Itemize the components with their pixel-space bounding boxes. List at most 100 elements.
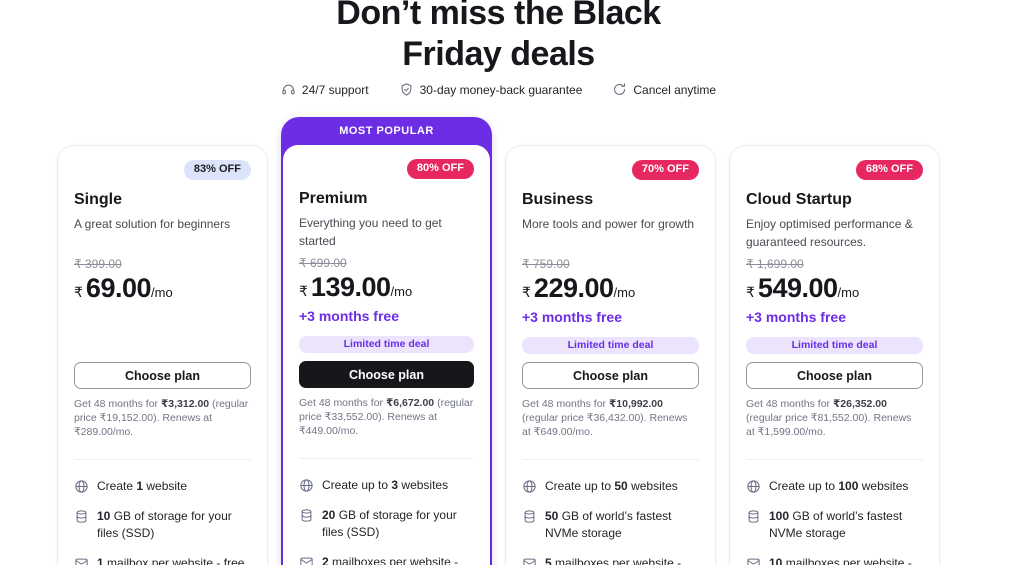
feature-list: Create up to 3 websites 20 GB of storage… <box>299 477 474 565</box>
bonus-months: +3 months free <box>299 308 399 324</box>
choose-plan-button[interactable]: Choose plan <box>522 362 699 389</box>
choose-plan-button[interactable]: Choose plan <box>299 361 474 388</box>
divider <box>746 459 923 460</box>
title-line-2: Friday deals <box>402 35 595 73</box>
price-period: /mo <box>151 285 173 300</box>
plan-price: ₹ 229.00 /mo <box>522 273 699 304</box>
perks-row: 24/7 support 30-day money-back guarantee… <box>57 82 940 97</box>
limited-time-deal-pill: Limited time deal <box>522 337 699 354</box>
old-price: ₹ 399.00 <box>74 257 122 271</box>
feature-text: Create 1 website <box>97 479 188 493</box>
perk-label: 30-day money-back guarantee <box>419 82 583 97</box>
feature-text: Create up to 3 websites <box>322 478 449 492</box>
feature-list: Create up to 50 websites 50 GB of world’… <box>522 478 699 565</box>
price-amount: 229.00 <box>533 273 614 303</box>
plan-card: 83% OFF Single A great solution for begi… <box>57 145 268 565</box>
currency-symbol: ₹ <box>522 284 531 300</box>
divider <box>74 459 251 460</box>
currency-symbol: ₹ <box>746 284 755 300</box>
divider <box>299 458 474 459</box>
plan-name: Cloud Startup <box>746 191 852 208</box>
perk-label: 24/7 support <box>301 82 369 97</box>
feature-text: 20 GB of storage for your files (SSD) <box>322 508 457 539</box>
discount-badge: 68% OFF <box>855 160 923 180</box>
plan-description: Enjoy optimised performance & guaranteed… <box>746 217 913 249</box>
choose-plan-button[interactable]: Choose plan <box>746 362 923 389</box>
feature-item: Create up to 100 websites <box>746 478 923 495</box>
perk-support: 24/7 support <box>281 82 369 97</box>
mail-icon <box>300 557 313 565</box>
plan-card-body: 80% OFF Premium Everything you need to g… <box>283 145 490 565</box>
feature-item: Create 1 website <box>74 478 251 495</box>
price-period: /mo <box>613 285 636 300</box>
feature-text: Create up to 50 websites <box>545 479 678 493</box>
perk-guarantee: 30-day money-back guarantee <box>399 82 583 97</box>
price-amount: 69.00 <box>85 273 152 303</box>
feature-item: 20 GB of storage for your files (SSD) <box>299 507 474 541</box>
plan-name: Premium <box>299 190 368 207</box>
price-amount: 549.00 <box>757 273 838 303</box>
headset-icon <box>282 84 295 95</box>
limited-time-deal-pill: Limited time deal <box>746 337 923 354</box>
globe-icon <box>523 480 536 493</box>
fine-print: Get 48 months for ₹10,992.00 (regular pr… <box>522 398 688 438</box>
page-header: Don’t miss the Black Friday deals 24/7 s… <box>57 0 940 97</box>
plan-price: ₹ 549.00 /mo <box>746 273 923 304</box>
old-price: ₹ 759.00 <box>522 257 570 271</box>
mail-icon <box>523 558 536 565</box>
plan-card: 68% OFF Cloud Startup Enjoy optimised pe… <box>729 145 940 565</box>
fine-print: Get 48 months for ₹26,352.00 (regular pr… <box>746 398 912 438</box>
feature-text: 100 GB of world’s fastest NVMe storage <box>769 509 903 540</box>
page-title: Don’t miss the Black Friday deals <box>57 0 940 75</box>
feature-list: Create 1 website 10 GB of storage for yo… <box>74 478 251 565</box>
feature-text[interactable]: 5 mailboxes per website - free for 1 yea… <box>545 556 682 565</box>
feature-list: Create up to 100 websites 100 GB of worl… <box>746 478 923 565</box>
title-line-1: Don’t miss the Black <box>336 0 661 32</box>
price-period: /mo <box>837 285 860 300</box>
price-period: /mo <box>390 284 413 299</box>
old-price: ₹ 699.00 <box>299 256 347 270</box>
price-amount: 139.00 <box>310 272 391 302</box>
choose-plan-button[interactable]: Choose plan <box>74 362 251 389</box>
currency-symbol: ₹ <box>299 283 308 299</box>
plans-row: 83% OFF Single A great solution for begi… <box>0 117 1024 565</box>
mail-icon <box>747 558 760 565</box>
discount-badge: 83% OFF <box>183 160 251 180</box>
feature-item: Create up to 50 websites <box>522 478 699 495</box>
feature-text: 50 GB of world’s fastest NVMe storage <box>545 509 672 540</box>
feature-item: 10 mailboxes per website - free for 1 ye… <box>746 555 923 565</box>
plan-name: Business <box>522 191 594 208</box>
feature-item: Create up to 3 websites <box>299 477 474 494</box>
feature-item: 5 mailboxes per website - free for 1 yea… <box>522 555 699 565</box>
perk-cancel: Cancel anytime <box>612 82 716 97</box>
plan-price: ₹ 139.00 /mo <box>299 272 474 303</box>
shield-check-icon <box>401 83 412 96</box>
divider <box>522 459 699 460</box>
plan-card: 70% OFF Business More tools and power fo… <box>505 145 716 565</box>
feature-text[interactable]: 2 mailboxes per website - free for 1 yea… <box>322 555 459 565</box>
mail-icon <box>75 558 88 565</box>
feature-text: 10 GB of storage for your files (SSD) <box>97 509 232 540</box>
feature-item: 1 mailbox per website - free for 1 year <box>74 555 251 565</box>
feature-text: Create up to 100 websites <box>769 479 909 493</box>
refresh-icon <box>614 83 626 95</box>
currency-symbol: ₹ <box>74 284 83 300</box>
globe-icon <box>75 480 88 493</box>
feature-text: 1 mailbox per website - free for 1 year <box>97 556 245 565</box>
storage-icon <box>76 510 87 523</box>
plan-card-body: 70% OFF Business More tools and power fo… <box>505 145 716 565</box>
plan-card: MOST POPULAR 80% OFF Premium Everything … <box>281 117 492 565</box>
storage-icon <box>301 509 312 522</box>
globe-icon <box>300 479 313 492</box>
perk-label: Cancel anytime <box>633 82 717 97</box>
plan-name: Single <box>74 191 123 208</box>
feature-item: 100 GB of world’s fastest NVMe storage <box>746 508 923 542</box>
discount-badge: 80% OFF <box>406 159 474 179</box>
plan-card-body: 68% OFF Cloud Startup Enjoy optimised pe… <box>729 145 940 565</box>
feature-item: 2 mailboxes per website - free for 1 yea… <box>299 554 474 565</box>
globe-icon <box>747 480 760 493</box>
feature-item: 10 GB of storage for your files (SSD) <box>74 508 251 542</box>
feature-text[interactable]: 10 mailboxes per website - free for 1 ye… <box>769 556 912 565</box>
storage-icon <box>748 510 759 523</box>
